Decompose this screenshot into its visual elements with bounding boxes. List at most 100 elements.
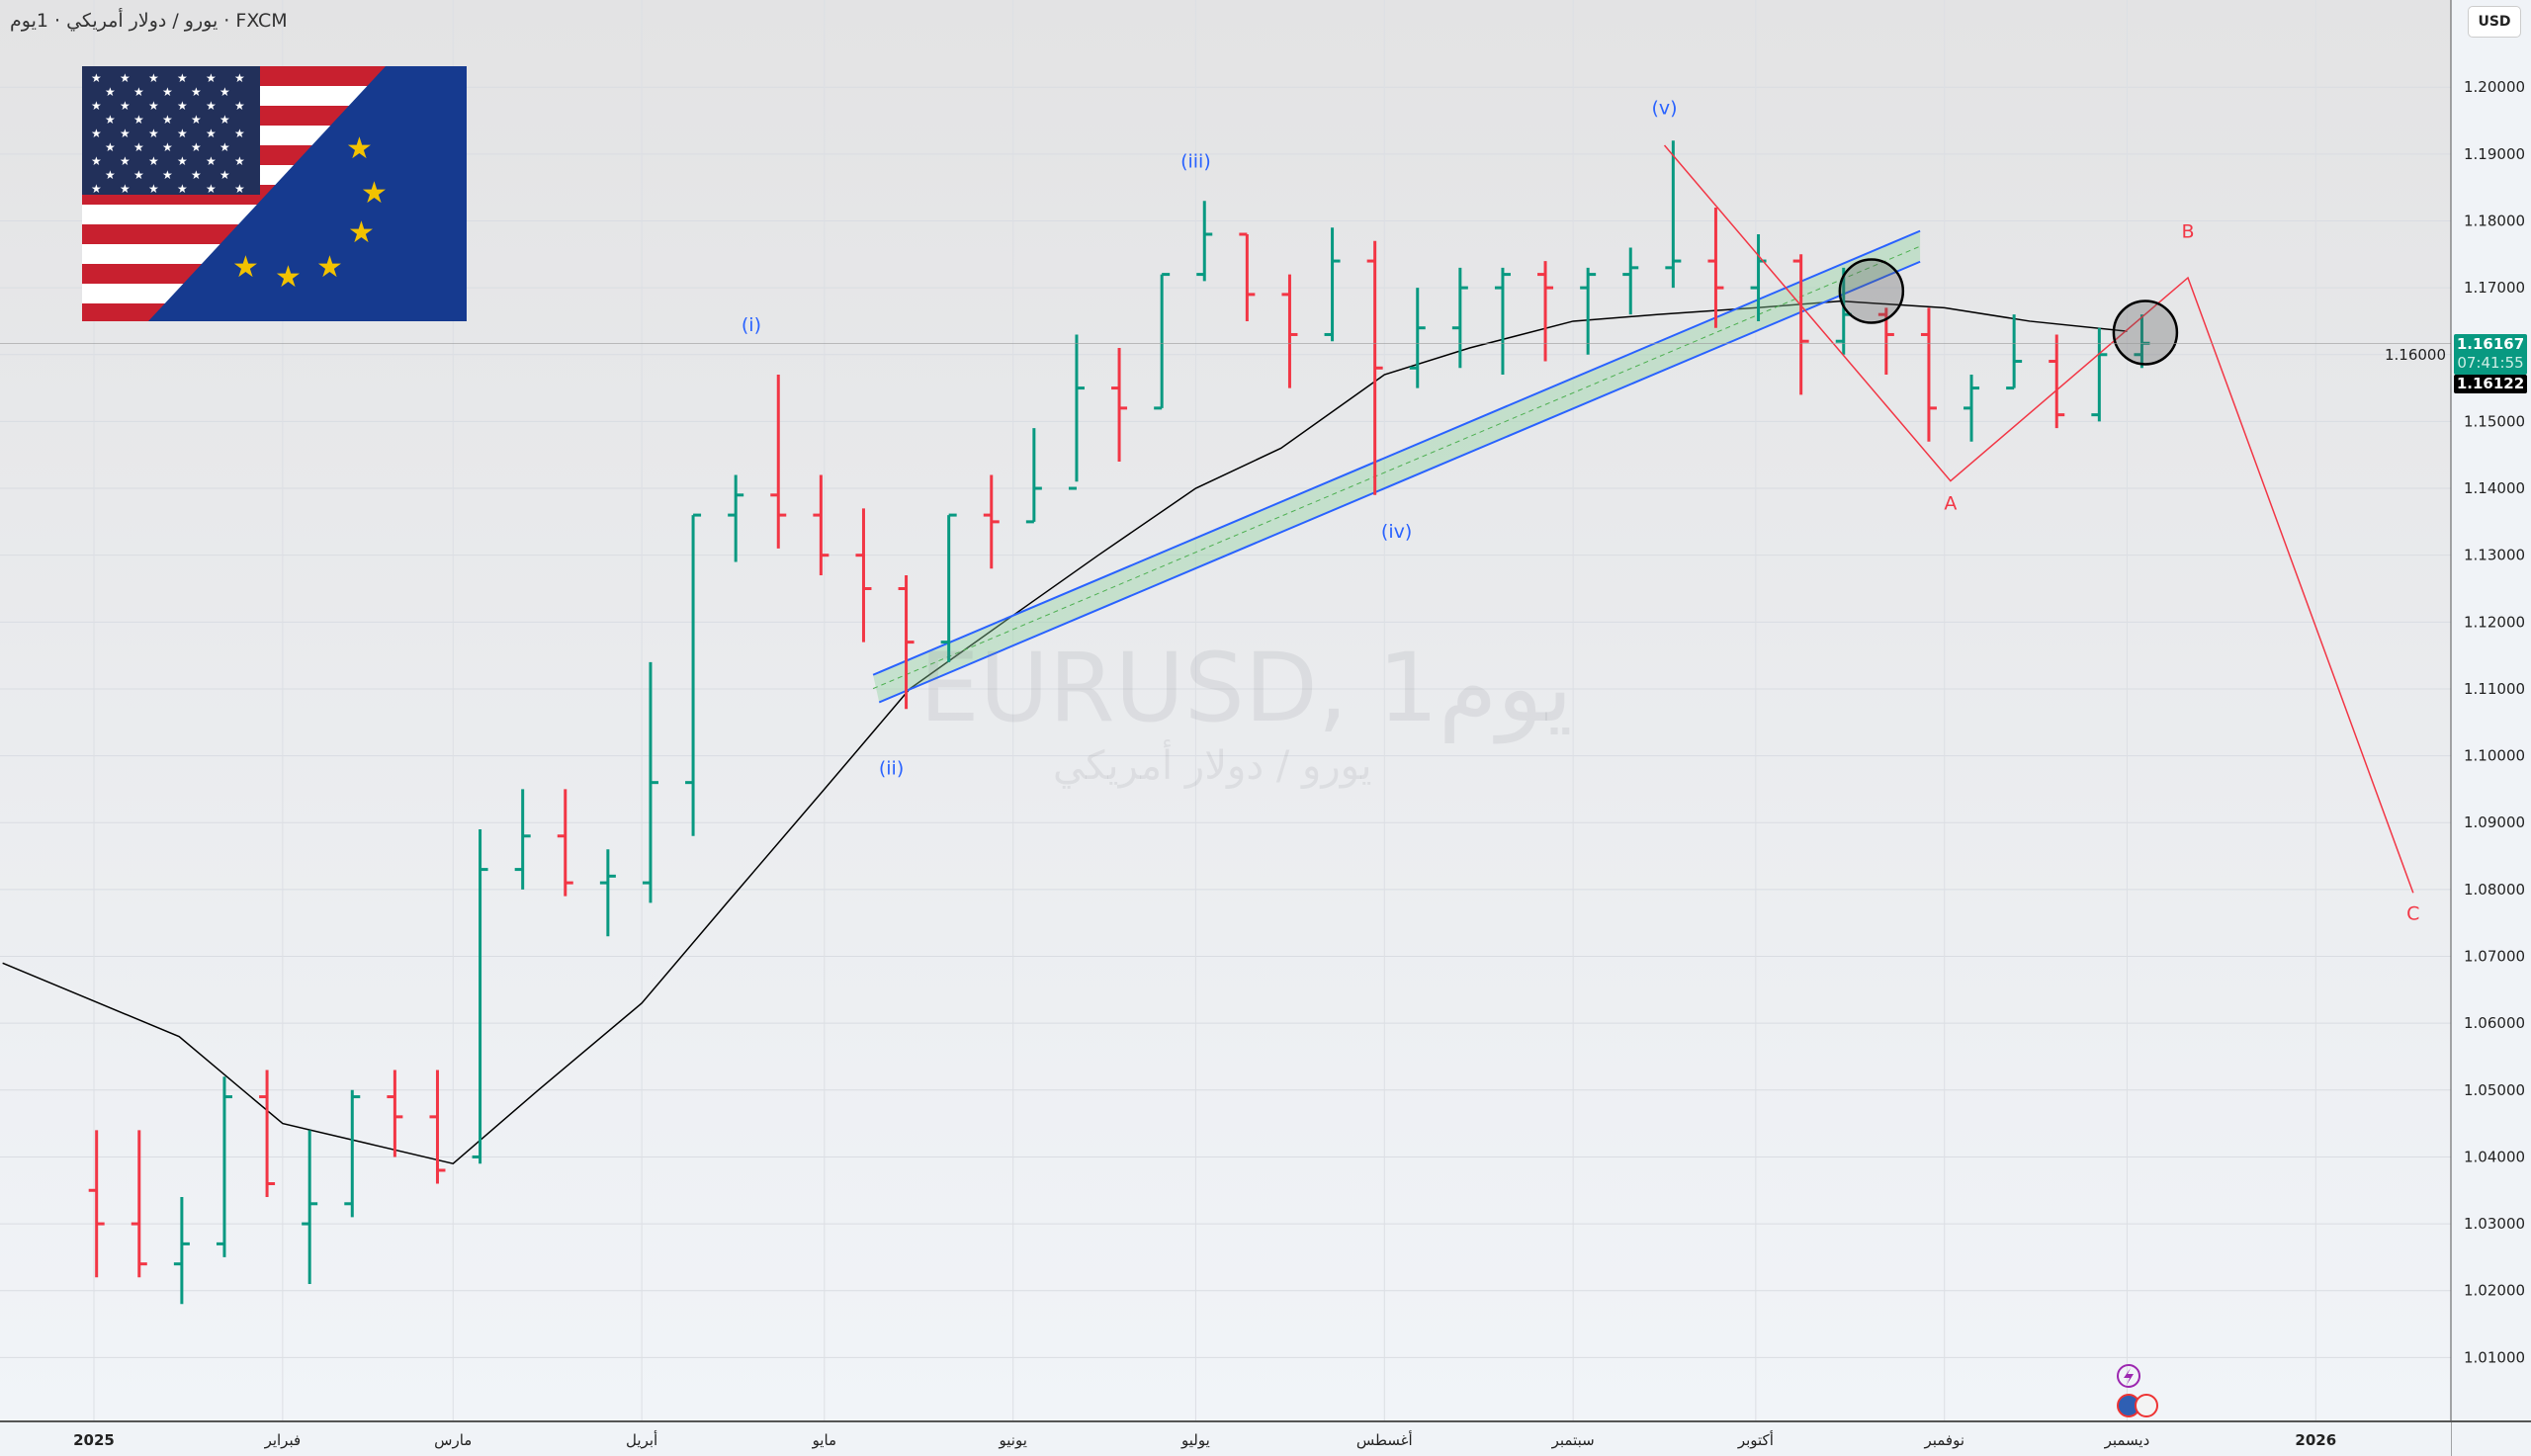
lightning-icon[interactable] — [2117, 1364, 2140, 1388]
flag-star: ★ — [148, 71, 159, 85]
flag-star: ★ — [234, 182, 245, 196]
y-tick-label: 1.18000 — [2464, 212, 2525, 229]
y-tick-label: 1.16000 — [2385, 346, 2446, 364]
flag-star: ★ — [162, 85, 173, 99]
ohlc-bar — [1196, 201, 1213, 282]
x-tick-label: 2026 — [2295, 1431, 2336, 1449]
ohlc-bar — [1154, 273, 1171, 410]
ohlc-bar — [1451, 267, 1468, 369]
ohlc-bar — [940, 513, 957, 662]
flag-star: ★ — [219, 85, 230, 99]
flag-star: ★ — [177, 99, 188, 113]
ohlc-bar — [1537, 261, 1554, 362]
x-tick-label: أغسطس — [1356, 1430, 1413, 1449]
wave-label: (iii) — [1180, 150, 1211, 172]
flag-star: ★ — [234, 127, 245, 140]
y-tick-label: 1.17000 — [2464, 279, 2525, 297]
last-price-value: 1.16167 — [2456, 335, 2525, 353]
flag-star: ★ — [91, 154, 102, 168]
last-price-label: 1.16167 07:41:55 — [2454, 334, 2527, 375]
wave-label: (i) — [742, 314, 761, 336]
flag-star: ★ — [206, 127, 217, 140]
x-tick-label: ديسمبر — [2104, 1431, 2150, 1449]
flag-star: ★ — [120, 71, 131, 85]
flag-star: ★ — [177, 127, 188, 140]
y-tick-label: 1.14000 — [2464, 479, 2525, 497]
ohlc-bar — [131, 1130, 147, 1278]
y-tick-label: 1.15000 — [2464, 412, 2525, 430]
flag-star: ★ — [162, 168, 173, 182]
ohlc-bar — [1494, 267, 1511, 376]
ohlc-bar — [216, 1076, 232, 1257]
abc-label: B — [2181, 220, 2194, 242]
channel-fill — [873, 230, 1921, 703]
y-tick-label: 1.08000 — [2464, 881, 2525, 899]
symbol-title[interactable]: يورو / دولار أمريكي · 1يوم · FXCM — [10, 10, 288, 32]
y-tick-label: 1.20000 — [2464, 78, 2525, 96]
y-tick-label: 1.06000 — [2464, 1014, 2525, 1032]
ohlc-bar — [1409, 288, 1426, 388]
flag-star: ★ — [133, 168, 144, 182]
flag-star: ★ — [219, 113, 230, 127]
ohlc-bar — [472, 829, 488, 1164]
ohlc-bar — [898, 574, 915, 710]
flag-star: ★ — [133, 85, 144, 99]
flag-star: ★ — [105, 113, 116, 127]
ohlc-bar — [642, 661, 658, 903]
ohlc-bar — [1920, 307, 1937, 442]
economic-events-flags-icon[interactable] — [2117, 1394, 2158, 1417]
ohlc-bar — [259, 1070, 276, 1198]
flag-star: ★ — [148, 182, 159, 196]
x-tick-label: فبراير — [264, 1431, 302, 1449]
flag-star: ★ — [234, 71, 245, 85]
ohlc-bar — [770, 375, 787, 549]
flag-star: ★ — [234, 154, 245, 168]
y-tick-label: 1.07000 — [2464, 948, 2525, 966]
flag-image: ★ ★ ★ ★ ★ ★★ ★ ★ ★ ★★ ★ ★ ★ ★ ★★ ★ ★ ★ ★★ ★ ★ ★ ★ ★★ ★ ★ ★ ★★ ★ ★ ★ ★ ★★… — [82, 66, 467, 321]
flag-star: ★ — [219, 168, 230, 182]
abc-zigzag-line — [1663, 144, 2414, 894]
abc-label: C — [2406, 902, 2419, 924]
eu-star: ★ — [346, 131, 373, 166]
ohlc-bar — [344, 1089, 361, 1218]
ohlc-bar — [429, 1070, 446, 1184]
ohlc-bar — [855, 508, 872, 642]
ohlc-bar — [1665, 140, 1682, 289]
highlight-circle — [1838, 258, 1905, 324]
price-axis[interactable] — [2451, 0, 2531, 1456]
time-axis[interactable] — [0, 1421, 2451, 1456]
ohlc-bar — [302, 1130, 318, 1284]
ohlc-bar — [387, 1070, 403, 1157]
ohlc-bar — [1111, 347, 1128, 462]
flag-star: ★ — [234, 99, 245, 113]
bar-countdown: 07:41:55 — [2457, 354, 2524, 372]
flag-star: ★ — [105, 85, 116, 99]
x-tick-label: نوفمبر — [1923, 1431, 1964, 1449]
flag-star: ★ — [105, 168, 116, 182]
wave-label: (v) — [1651, 97, 1677, 119]
flag-star: ★ — [177, 182, 188, 196]
abc-label: A — [1944, 493, 1957, 515]
ohlc-bar — [599, 849, 616, 937]
watermark-description: يورو / دولار أمريكي — [1053, 743, 1372, 789]
ohlc-bar — [514, 789, 531, 890]
ohlc-bar — [2006, 314, 2023, 390]
ohlc-bar — [1239, 232, 1256, 321]
flag-star: ★ — [191, 113, 202, 127]
flag-star: ★ — [91, 182, 102, 196]
flag-star: ★ — [191, 85, 202, 99]
channel-upper-line — [872, 229, 1921, 676]
ohlc-bar — [1580, 267, 1597, 355]
flag-star: ★ — [219, 140, 230, 154]
flag-star: ★ — [91, 127, 102, 140]
x-tick-label: مارس — [434, 1431, 472, 1449]
y-tick-label: 1.12000 — [2464, 613, 2525, 631]
flag-star: ★ — [206, 99, 217, 113]
flag-star: ★ — [120, 154, 131, 168]
y-tick-label: 1.10000 — [2464, 747, 2525, 765]
flag-star: ★ — [148, 99, 159, 113]
currency-button[interactable]: USD — [2468, 6, 2521, 38]
eu-star: ★ — [348, 215, 375, 250]
flag-star: ★ — [162, 113, 173, 127]
